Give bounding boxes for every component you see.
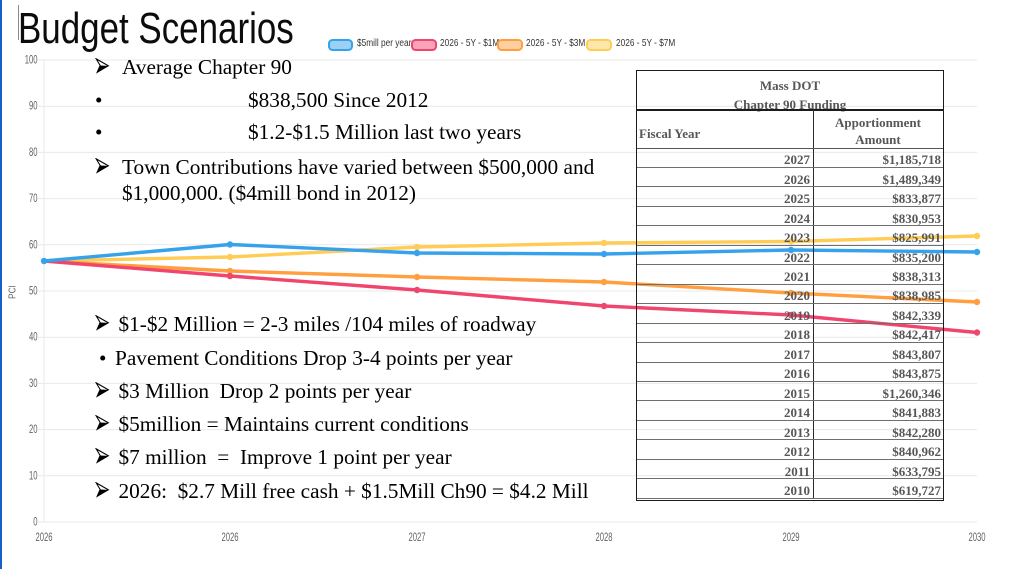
svg-text:60: 60	[29, 239, 38, 252]
svg-text:0: 0	[33, 516, 38, 529]
svg-text:100: 100	[25, 54, 38, 67]
svg-text:20: 20	[29, 424, 38, 437]
svg-text:50: 50	[29, 285, 38, 298]
svg-text:2030: 2030	[968, 531, 985, 544]
svg-text:70: 70	[29, 193, 38, 206]
svg-text:PCI: PCI	[7, 285, 18, 299]
svg-text:2027: 2027	[408, 531, 425, 544]
svg-text:2029: 2029	[782, 531, 799, 544]
svg-text:80: 80	[29, 146, 38, 159]
svg-text:2028: 2028	[595, 531, 612, 544]
svg-text:40: 40	[29, 331, 38, 344]
svg-text:2026: 2026	[35, 531, 52, 544]
svg-text:30: 30	[29, 377, 38, 390]
svg-text:10: 10	[29, 470, 38, 483]
svg-text:90: 90	[29, 100, 38, 113]
svg-text:2026: 2026	[221, 531, 238, 544]
